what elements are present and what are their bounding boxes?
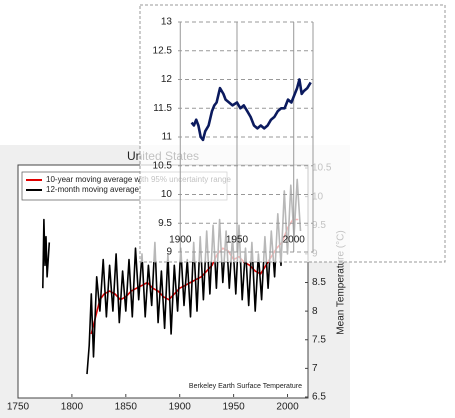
y-tick-label: 9 — [166, 247, 172, 258]
series-line — [190, 78, 312, 142]
x-tick-label: 2000 — [283, 235, 306, 246]
y-tick-label: 8.5 — [312, 277, 326, 288]
x-tick-label: 2000 — [276, 402, 299, 413]
y-tick-label: 12.5 — [153, 45, 173, 56]
y-axis-label: Mean Temperature (°C) — [336, 230, 347, 334]
x-tick-label: 1900 — [169, 402, 192, 413]
x-tick-label: 1900 — [169, 235, 192, 246]
y-tick-label: 8 — [312, 306, 318, 317]
y-tick-label: 6.5 — [312, 392, 326, 403]
front-panel — [139, 4, 446, 263]
y-tick-label: 12 — [161, 74, 173, 85]
y-tick-label: 7 — [312, 363, 318, 374]
y-tick-label: 7.5 — [312, 334, 326, 345]
x-tick-label: 1750 — [7, 402, 30, 413]
y-tick-label: 11 — [162, 132, 173, 143]
y-tick-label: 11.5 — [153, 103, 172, 114]
y-tick-label: 13 — [161, 17, 173, 28]
x-tick-label: 1950 — [226, 235, 249, 246]
y-tick-label: 9.5 — [158, 218, 172, 229]
y-tick-label: 10 — [161, 189, 173, 200]
x-tick-label: 1850 — [115, 402, 138, 413]
legend-label: 10-year moving average with 95% uncertai… — [46, 175, 232, 184]
x-tick-label: 1950 — [222, 402, 245, 413]
x-tick-label: 1800 — [61, 402, 84, 413]
y-tick-label: 10.5 — [153, 160, 173, 171]
annotation: Berkeley Earth Surface Temperature — [189, 383, 302, 390]
legend-label: 12-month moving average — [46, 185, 139, 194]
